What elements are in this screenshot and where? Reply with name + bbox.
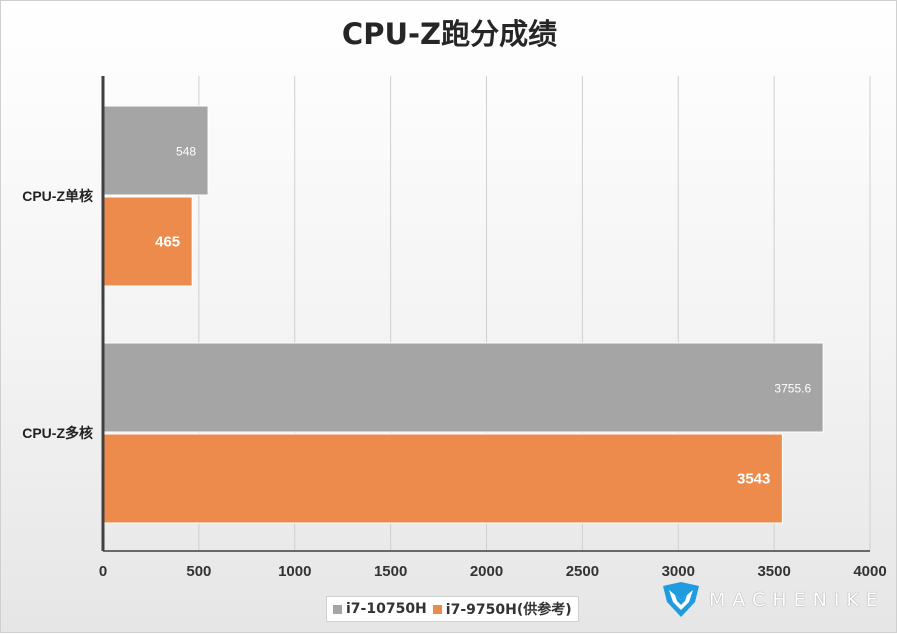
category-label: CPU-Z单核	[22, 188, 93, 204]
brand-text: MACHENIKE	[709, 589, 885, 611]
data-label: 465	[155, 234, 180, 251]
x-tick-label: 3500	[757, 563, 790, 580]
x-tick-label: 0	[99, 563, 107, 580]
data-label: 3755.6	[774, 382, 811, 396]
bar-2-1	[102, 196, 193, 287]
data-label: 548	[176, 145, 196, 159]
legend-swatch-series-2	[432, 604, 442, 614]
x-tick-label: 2500	[566, 563, 599, 580]
legend-label-series-1: i7-10750H	[346, 601, 427, 617]
legend-item-series-1: i7-10750H	[333, 601, 427, 617]
x-tick-label: 3000	[662, 563, 695, 580]
machenike-logo-icon	[663, 582, 699, 617]
chart-title: CPU-Z跑分成绩	[341, 17, 558, 51]
bar-1-2	[102, 342, 824, 433]
category-label: CPU-Z多核	[22, 425, 93, 441]
data-label: 3543	[737, 471, 770, 488]
legend-swatch-series-1	[333, 604, 342, 614]
axes: 0 500 1000 1500 2000 2500 3000 3500 4000 CPU-Z单核 C…	[22, 76, 887, 580]
x-tick-label: 1500	[374, 563, 407, 580]
x-tick-label: 4000	[853, 563, 886, 580]
legend: i7-10750H i7-9750H(供参考)	[326, 596, 579, 622]
legend-label-series-2: i7-9750H(供参考)	[445, 602, 572, 618]
bar-2-2	[102, 433, 783, 524]
bars: 548 465 3755.6 3543	[102, 105, 824, 524]
bar-1-1	[102, 105, 209, 196]
brand-watermark: MACHENIKE	[661, 576, 896, 624]
legend-item-series-2: i7-9750H(供参考)	[432, 599, 572, 619]
x-tick-label: 1000	[278, 563, 311, 580]
x-tick-label: 500	[186, 563, 211, 580]
x-tick-label: 2000	[470, 563, 503, 580]
